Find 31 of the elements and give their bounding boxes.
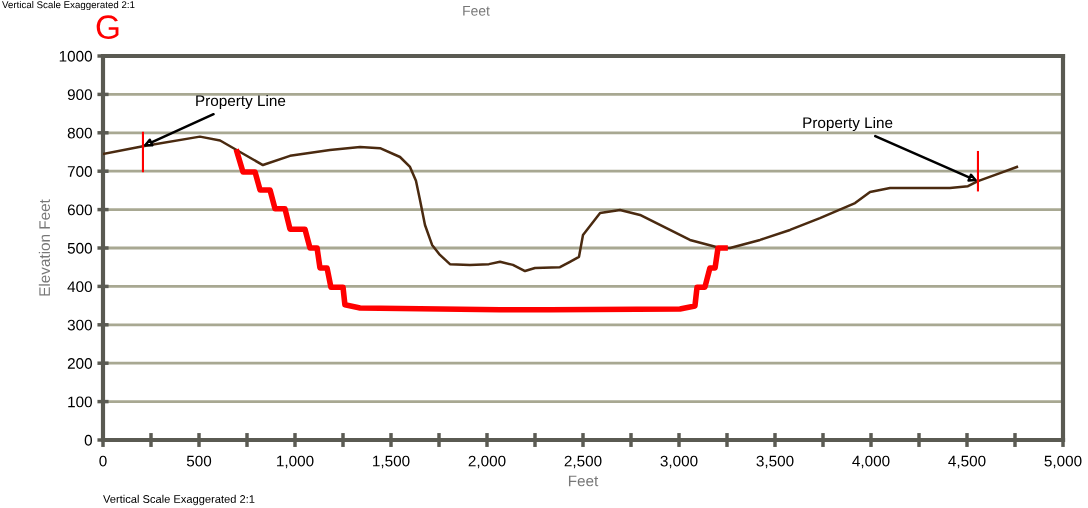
x-tick-label: 4,000 (852, 455, 890, 469)
chart-title: G (96, 15, 119, 39)
x-tick-label: 4,500 (948, 455, 986, 469)
y-tick-label: 800 (67, 127, 92, 139)
y-tick-label: 900 (67, 89, 92, 101)
x-tick-label: 3,000 (660, 455, 698, 469)
x-tick-label: 3,500 (756, 455, 794, 469)
y-axis-title: Elevation Feet (38, 199, 51, 296)
y-tick-label: 400 (67, 281, 92, 293)
y-tick-label: 600 (67, 204, 92, 216)
text: Vertical Scale Exaggerated 2:1 (103, 494, 255, 506)
text: Vertical Scale Exaggerated 2:1 (2, 1, 135, 11)
x-tick-label: 5,000 (1044, 455, 1082, 469)
y-tick-label: 1000 (59, 50, 92, 62)
y-tick-label: 100 (68, 396, 92, 408)
x-tick-label: 0 (99, 455, 107, 467)
y-tick-label: 200 (67, 358, 92, 369)
x-axis-title: Feet (568, 475, 599, 487)
y-tick-label: 700 (67, 166, 92, 177)
annotation: Property Line (803, 116, 893, 132)
y-tick-label: 300 (67, 319, 92, 331)
line-series (103, 135, 1019, 273)
x-tick-label: 1,000 (277, 455, 314, 469)
text: Feet (463, 6, 490, 16)
y-tick-label: 0 (84, 434, 92, 446)
y-tick-label: 500 (67, 242, 92, 254)
x-tick-label: 1,500 (373, 455, 410, 469)
x-tick-label: 2,500 (564, 455, 602, 469)
x-tick-label: 2,000 (468, 455, 506, 469)
x-tick-label: 500 (186, 455, 212, 467)
annotation: Property Line (196, 94, 286, 110)
